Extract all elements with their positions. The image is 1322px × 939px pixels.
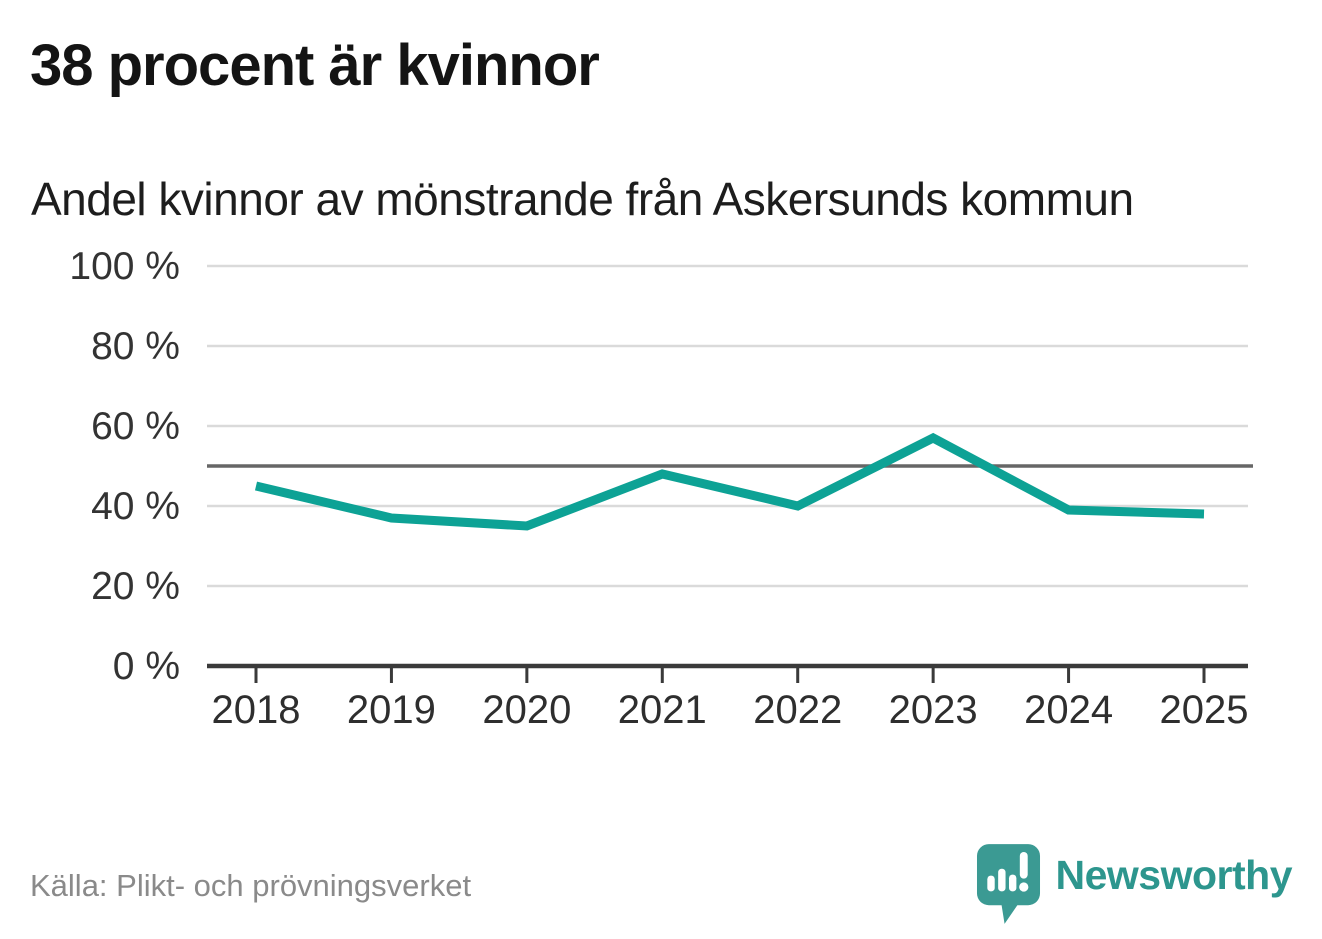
source-note: Källa: Plikt- och prövningsverket — [30, 868, 472, 903]
bar-chart-exclamation-glyph — [986, 852, 1028, 892]
x-axis-label: 2020 — [482, 688, 571, 732]
y-axis-label: 0 % — [113, 645, 180, 688]
x-axis-label: 2018 — [212, 688, 301, 732]
x-axis-label: 2019 — [347, 688, 436, 732]
data-series-line — [254, 432, 1205, 531]
y-axis-label: 100 % — [69, 245, 180, 288]
speech-bubble-shape — [976, 844, 1040, 924]
chart-subtitle: Andel kvinnor av mönstrande från Askersu… — [31, 173, 1134, 225]
x-axis-label: 2025 — [1160, 688, 1249, 732]
headline: 38 procent är kvinnor — [30, 33, 600, 98]
x-axis-label: 2022 — [753, 688, 842, 732]
y-axis-label: 80 % — [91, 325, 180, 368]
newsworthy-logo: Newsworthy — [976, 843, 1293, 927]
x-axis-label: 2023 — [889, 688, 978, 732]
y-axis-label: 60 % — [91, 405, 180, 448]
newsworthy-logo-icon — [976, 844, 1040, 924]
y-axis-label: 40 % — [91, 485, 180, 528]
x-axis-label: 2021 — [618, 688, 707, 732]
x-axis-label: 2024 — [1024, 688, 1113, 732]
newsworthy-logo-text: Newsworthy — [1055, 852, 1293, 898]
y-axis-label: 20 % — [91, 565, 180, 608]
line-chart: 0 % 20 % 40 % 60 % 80 % 100 % 2018 2019 2020 2021… — [69, 245, 1253, 732]
